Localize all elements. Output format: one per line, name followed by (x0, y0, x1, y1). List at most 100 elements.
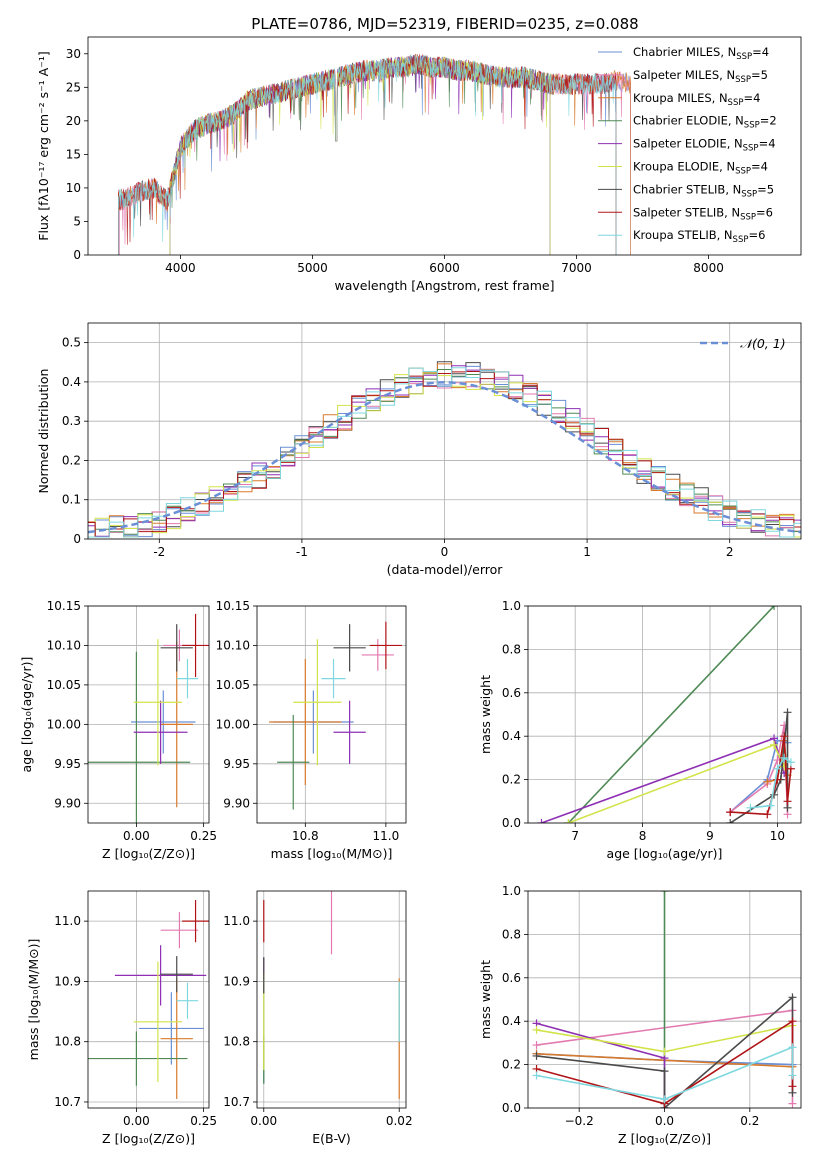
x-tick-label: 11.0 (373, 829, 400, 843)
x-tick-label: 0 (441, 545, 449, 559)
axes-frame (527, 605, 802, 824)
y-tick-label: 9.95 (54, 757, 81, 771)
spectrum-legend: Chabrier MILES, NSSP=4 Salpeter MILES, NS… (598, 45, 777, 245)
panel-weight-vs-age: 7 8 9 10 0.0 0.2 0.4 0.6 0.8 1.0 age [log₁₀(age/yr… (478, 599, 802, 861)
y-tick-label: 20 (66, 114, 81, 128)
y-tick-label: 0.3 (62, 414, 81, 428)
weight-point-marker (660, 1067, 669, 1076)
y-axis-label: mass weight (478, 675, 493, 754)
y-tick-label: 10.7 (223, 1095, 250, 1109)
x-tick-label: 7 (571, 829, 579, 843)
axes-frame (87, 890, 210, 1109)
y-axis-label: Flux [fλ10⁻¹⁷ erg cm⁻² s⁻¹ A⁻¹] (36, 51, 51, 240)
weight-point-marker (532, 1041, 541, 1050)
y-axis-label: mass weight (478, 960, 493, 1039)
y-tick-label: 0.1 (62, 493, 81, 507)
weight-point-marker (788, 1071, 797, 1080)
x-tick-label: 0.25 (190, 829, 217, 843)
figure-title: PLATE=0786, MJD=52319, FIBERID=0235, z=0… (251, 15, 638, 33)
weight-point-marker (780, 753, 789, 762)
y-tick-label: 10 (66, 181, 81, 195)
weight-lines (537, 606, 795, 823)
axes-frame (256, 605, 407, 824)
y-tick-label: 0.0 (502, 816, 521, 830)
histogram-series-line (88, 371, 801, 538)
panel-mass-vs-z: 0.00 0.25 10.7 10.8 10.9 11.0 Z [log₁₀(Z/Z⊙)] m… (26, 890, 217, 1146)
y-tick-label: 15 (66, 147, 81, 161)
weight-point-marker (788, 1082, 797, 1091)
x-tick-label: 9 (706, 829, 714, 843)
y-tick-label: 1.0 (502, 599, 521, 613)
legend-label: Salpeter ELODIE, NSSP=4 (633, 137, 776, 154)
legend-label: Kroupa ELODIE, NSSP=4 (633, 160, 768, 177)
weight-point-marker (770, 740, 779, 749)
y-tick-label: 9.90 (54, 796, 81, 810)
y-tick-label: 11.0 (54, 914, 81, 928)
y-tick-label: 0.0 (502, 1101, 521, 1115)
weight-point-marker (788, 1099, 797, 1108)
x-tick-label: 8000 (693, 261, 724, 275)
weight-point-marker (788, 1017, 797, 1026)
y-tick-label: 0.4 (62, 375, 81, 389)
y-tick-label: 0.6 (502, 971, 521, 985)
weight-point-marker (532, 1051, 541, 1060)
y-tick-label: 9.95 (223, 757, 250, 771)
y-tick-label: 0.2 (502, 773, 521, 787)
weight-point-marker (660, 891, 669, 895)
y-tick-label: 0.8 (502, 927, 521, 941)
spectrum-series-line (118, 54, 617, 255)
errorbar-group (88, 900, 209, 1099)
x-tick-label: -1 (296, 545, 308, 559)
y-axis-label: mass [log₁₀(M/M⊙)] (26, 939, 41, 1061)
x-axis-label: Z [log₁₀(Z/Z⊙)] (102, 846, 195, 861)
y-tick-label: 25 (66, 80, 81, 94)
legend-label: Chabrier ELODIE, NSSP=2 (633, 114, 777, 131)
legend-label: Chabrier MILES, NSSP=4 (633, 45, 769, 62)
y-tick-label: 10.9 (54, 974, 81, 988)
x-axis-label: E(B-V) (312, 1131, 351, 1146)
x-tick-label: 0.00 (123, 829, 150, 843)
legend-label: Salpeter STELIB, NSSP=6 (633, 205, 773, 222)
y-tick-label: 0.8 (502, 642, 521, 656)
y-tick-label: 10.15 (216, 599, 250, 613)
x-axis-label: mass [log₁₀(M/M⊙)] (271, 846, 393, 861)
y-tick-label: 10.05 (216, 678, 250, 692)
legend-label: Chabrier STELIB, NSSP=5 (633, 182, 774, 199)
weight-point-marker (783, 797, 792, 806)
weight-point-marker (763, 777, 772, 786)
normal-reference-curve (88, 381, 801, 534)
y-tick-label: 0.4 (502, 729, 521, 743)
weight-point-marker (532, 1071, 541, 1080)
axes-frame (87, 36, 802, 256)
weight-point-marker (770, 606, 779, 610)
spectrum-lines (118, 53, 631, 255)
legend-label: Kroupa MILES, NSSP=4 (633, 91, 760, 108)
weight-point-marker (532, 1025, 541, 1034)
weight-point-marker (788, 1043, 797, 1052)
y-tick-label: 10.8 (54, 1035, 81, 1049)
x-tick-label: −0.2 (565, 1114, 594, 1128)
y-tick-label: 0.5 (62, 336, 81, 350)
errorbar-group (88, 613, 209, 823)
weight-point-marker (766, 801, 775, 810)
x-tick-label: 5000 (297, 261, 328, 275)
panel-mass-vs-ebv: 0.00 0.02 10.7 10.8 10.9 11.0 E(B-V) (223, 890, 413, 1146)
panel-spectrum: 4000 5000 6000 7000 8000 0 5 10 15 20 25 30 waveleng… (36, 36, 802, 293)
y-tick-label: 0.2 (62, 453, 81, 467)
weight-point-marker (773, 764, 782, 773)
x-axis-label: (data-model)/error (387, 562, 504, 577)
weight-point-marker (564, 819, 573, 823)
weight-series-line (541, 737, 785, 823)
weight-point-marker (746, 803, 755, 812)
weight-series-line (536, 1046, 794, 1101)
weight-point-marker (660, 1095, 669, 1104)
panel-residuals: -2 -1 0 1 2 0 0.1 0.2 0.3 0.4 0.5 (data-model)/erro… (36, 322, 802, 577)
x-axis-label: age [log₁₀(age/yr)] (607, 846, 723, 861)
panel-age-vs-mass: 10.8 11.0 9.90 9.95 10.00 10.05 10.10 10.15 mass… (216, 599, 407, 861)
x-tick-label: 0.00 (123, 1114, 150, 1128)
x-tick-label: 0.00 (250, 1114, 277, 1128)
histogram-series-line (88, 363, 801, 538)
y-tick-label: 10.9 (223, 974, 250, 988)
errorbar-group (263, 891, 400, 1099)
